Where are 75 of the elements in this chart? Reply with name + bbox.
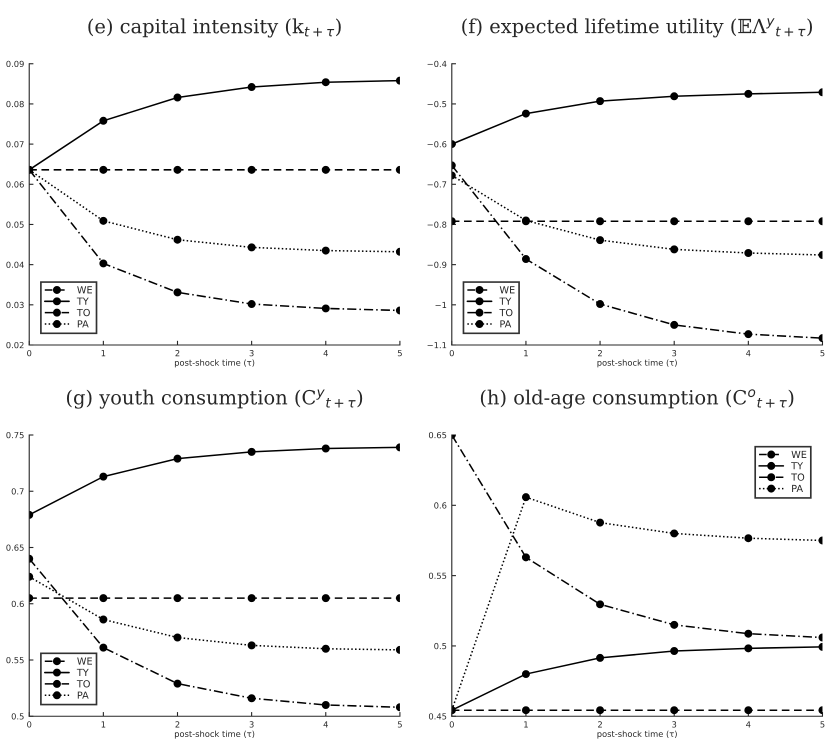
x-tick-label: 0 — [450, 721, 454, 728]
legend-label: TY — [791, 462, 804, 470]
legend-label: TY — [76, 668, 89, 676]
y-tick-label: 0.7 — [12, 488, 24, 495]
legend-label: WE — [791, 450, 806, 458]
y-tick-label: 0.45 — [428, 713, 446, 720]
chart-title: (f) expected lifetime utility (𝔼Λ$^{y}$$_{t+τ}$) — [462, 18, 812, 38]
legend-label: WE — [77, 286, 92, 294]
y-tick-label: 0.5 — [12, 713, 24, 720]
y-tick-label: 0.55 — [428, 572, 446, 579]
y-tick-label: 0.09 — [6, 60, 24, 68]
x-tick-label: 3 — [250, 721, 254, 728]
x-axis-title: post-shock time (τ) — [174, 730, 254, 739]
chart-title: (h) old-age consumption (C$^{o}$$_{t+τ}$) — [480, 389, 794, 409]
legend-label: TY — [76, 298, 89, 305]
y-tick-label: 0.05 — [6, 221, 24, 228]
x-tick-label: 1 — [102, 350, 106, 356]
x-tick-label: 3 — [250, 350, 254, 356]
y-tick-label: 0.04 — [6, 262, 24, 268]
x-tick-label: 4 — [324, 721, 328, 728]
x-axis-title: post-shock time (τ) — [174, 359, 254, 368]
y-tick-label: −0.9 — [428, 262, 446, 268]
legend-label: TY — [499, 298, 512, 305]
x-tick-label: 1 — [102, 721, 106, 728]
legend-label: WE — [500, 286, 515, 294]
y-tick-label: −0.4 — [428, 60, 446, 68]
y-tick-label: −1.1 — [428, 342, 446, 348]
legend-label: TO — [791, 473, 804, 481]
x-tick-label: 4 — [746, 721, 751, 728]
x-tick-label: 2 — [175, 721, 180, 728]
y-tick-label: 0.03 — [6, 302, 24, 308]
legend-label: WE — [77, 658, 92, 665]
legend-label: PA — [78, 320, 89, 328]
x-tick-label: 1 — [524, 721, 528, 728]
y-tick-label: −0.6 — [428, 141, 446, 148]
x-tick-label: 2 — [598, 721, 602, 728]
x-tick-label: 5 — [820, 721, 824, 728]
legend-label: PA — [792, 484, 803, 492]
y-tick-label: 0.07 — [6, 141, 24, 148]
x-axis-title: post-shock time (τ) — [598, 359, 677, 368]
x-tick-label: 1 — [524, 350, 528, 356]
y-tick-label: 0.5 — [434, 642, 446, 650]
y-tick-label: −0.5 — [428, 100, 446, 108]
chart-title: (e) capital intensity (k$_{t+τ}$) — [88, 18, 341, 38]
x-tick-label: 2 — [175, 350, 180, 356]
x-tick-label: 4 — [746, 350, 751, 356]
legend-label: TO — [499, 308, 512, 316]
x-axis-title: post-shock time (τ) — [598, 730, 677, 739]
y-tick-label: −0.7 — [428, 181, 446, 188]
x-tick-label: 3 — [672, 350, 676, 356]
legend-label: PA — [78, 692, 89, 699]
x-tick-label: 5 — [820, 350, 824, 356]
y-tick-label: 0.65 — [428, 432, 446, 438]
y-tick-label: 0.6 — [12, 600, 24, 608]
y-tick-label: 0.06 — [6, 181, 24, 188]
y-tick-label: 0.08 — [6, 100, 24, 108]
y-tick-label: 0.02 — [6, 342, 24, 348]
x-tick-label: 0 — [27, 350, 32, 356]
y-tick-label: 0.6 — [434, 502, 446, 509]
x-tick-label: 5 — [398, 350, 402, 356]
y-tick-label: −1 — [436, 302, 446, 308]
x-tick-label: 5 — [398, 721, 402, 728]
y-tick-label: 0.55 — [6, 656, 24, 664]
y-tick-label: 0.75 — [6, 432, 24, 438]
x-tick-label: 0 — [450, 350, 454, 356]
legend-label: TO — [76, 680, 90, 688]
legend-label: TO — [76, 308, 90, 316]
x-tick-label: 2 — [598, 350, 602, 356]
y-tick-label: −0.8 — [428, 221, 446, 228]
x-tick-label: 3 — [672, 721, 676, 728]
x-tick-label: 4 — [324, 350, 328, 356]
legend-label: PA — [500, 320, 512, 328]
chart-title: (g) youth consumption (C$^{y}$$_{t+τ}$) — [66, 389, 362, 409]
y-tick-label: 0.65 — [6, 544, 24, 551]
x-tick-label: 0 — [27, 721, 32, 728]
